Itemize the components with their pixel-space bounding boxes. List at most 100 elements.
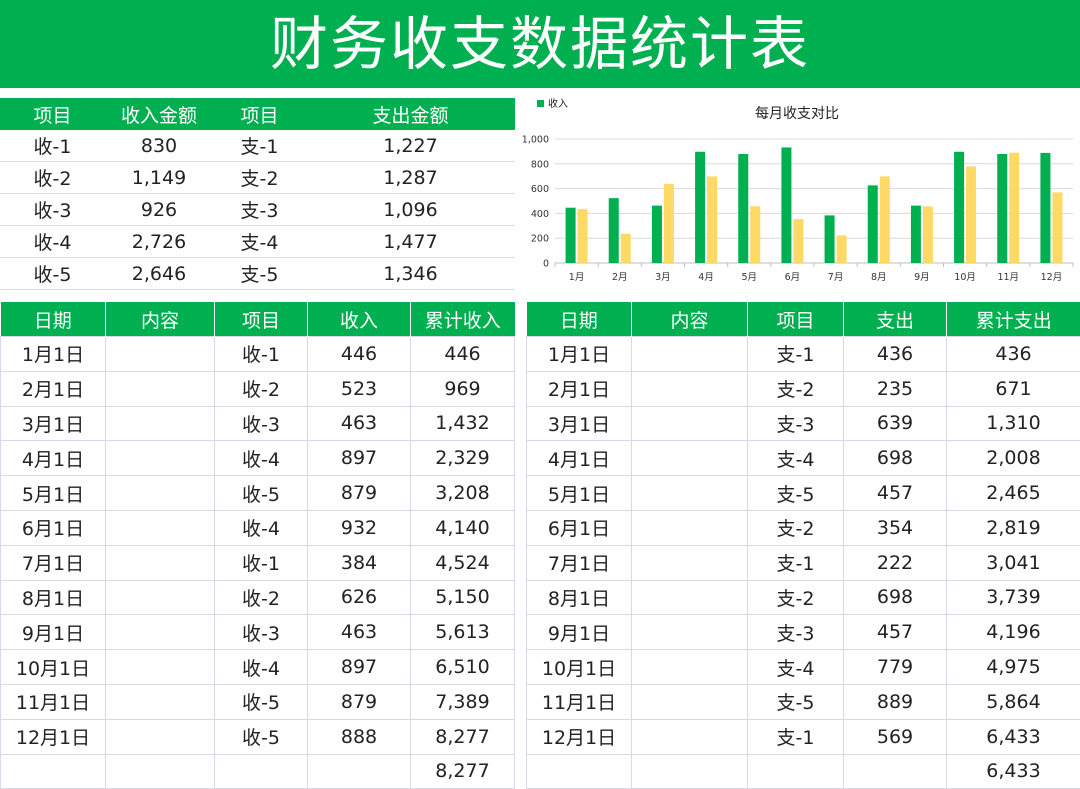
- summary-cell: 收-2: [0, 162, 105, 194]
- expense-cell: 889: [844, 684, 947, 719]
- expense-cell: 457: [844, 615, 947, 650]
- x-tick-label: 4月: [698, 272, 714, 283]
- summary-cell: 926: [105, 194, 213, 226]
- income-cell: 463: [308, 615, 411, 650]
- y-tick-label: 0: [543, 259, 549, 270]
- expense-cell: 12月1日: [527, 719, 632, 754]
- income-cell: [106, 650, 215, 685]
- income-cell: [106, 476, 215, 511]
- expense-cell: 5,864: [947, 684, 1080, 719]
- expense-cell: 1月1日: [527, 337, 632, 372]
- expense-cell: 354: [844, 510, 947, 545]
- expense-cell: 6,433: [947, 754, 1080, 789]
- expense-header-cell: 日期: [527, 302, 632, 337]
- income-cell: 384: [308, 545, 411, 580]
- expense-cell: 779: [844, 650, 947, 685]
- summary-header-cell: 项目: [213, 98, 306, 130]
- expense-header-cell: 累计支出: [947, 302, 1080, 337]
- income-cell: 3月1日: [1, 406, 106, 441]
- income-cell: [106, 684, 215, 719]
- x-tick-label: 10月: [954, 272, 976, 283]
- income-cell: 2,329: [411, 441, 515, 476]
- income-cell: 收-5: [215, 684, 308, 719]
- expense-cell: 支-5: [748, 684, 844, 719]
- expense-cell: [632, 545, 748, 580]
- expense-cell: 457: [844, 476, 947, 511]
- income-bar: [609, 198, 619, 263]
- expense-header-cell: 项目: [748, 302, 844, 337]
- income-cell: 1月1日: [1, 337, 106, 372]
- expense-cell: 436: [844, 337, 947, 372]
- expense-cell: 支-1: [748, 719, 844, 754]
- summary-cell: 1,096: [306, 194, 515, 226]
- summary-cell: 1,227: [306, 130, 515, 162]
- income-bar: [825, 215, 835, 263]
- income-cell: 收-2: [215, 580, 308, 615]
- expense-cell: 2,819: [947, 510, 1080, 545]
- income-bar: [738, 154, 748, 263]
- chart-title: 每月收支对比: [755, 106, 839, 122]
- income-bar: [781, 147, 791, 263]
- x-tick-label: 5月: [741, 272, 757, 283]
- expense-bar: [664, 184, 674, 263]
- expense-cell: 671: [947, 371, 1080, 406]
- income-cell: [106, 545, 215, 580]
- expense-cell: 2月1日: [527, 371, 632, 406]
- summary-cell: 2,726: [105, 226, 213, 258]
- summary-cell: 支-3: [213, 194, 306, 226]
- expense-cell: [632, 337, 748, 372]
- income-cell: 收-1: [215, 337, 308, 372]
- income-cell: 12月1日: [1, 719, 106, 754]
- expense-cell: 4,975: [947, 650, 1080, 685]
- income-cell: 626: [308, 580, 411, 615]
- income-cell: [106, 754, 215, 789]
- income-cell: 9月1日: [1, 615, 106, 650]
- expense-cell: 10月1日: [527, 650, 632, 685]
- expense-cell: [748, 754, 844, 789]
- income-bar: [868, 185, 878, 263]
- income-cell: 4月1日: [1, 441, 106, 476]
- expense-cell: 4月1日: [527, 441, 632, 476]
- expense-cell: [632, 615, 748, 650]
- income-cell: 969: [411, 371, 515, 406]
- x-tick-label: 9月: [914, 272, 930, 283]
- summary-cell: 830: [105, 130, 213, 162]
- y-tick-label: 400: [531, 209, 549, 220]
- income-cell: 收-5: [215, 476, 308, 511]
- income-cell: [106, 580, 215, 615]
- expense-header-cell: 内容: [632, 302, 748, 337]
- expense-bar: [837, 235, 847, 263]
- expense-bar: [923, 206, 933, 263]
- expense-cell: 6月1日: [527, 510, 632, 545]
- x-tick-label: 2月: [612, 272, 628, 283]
- income-cell: 446: [411, 337, 515, 372]
- expense-cell: 6,433: [947, 719, 1080, 754]
- summary-header-cell: 收入金额: [105, 98, 213, 130]
- expense-cell: [632, 371, 748, 406]
- expense-bar: [1052, 192, 1062, 263]
- income-cell: [308, 754, 411, 789]
- summary-cell: 收-5: [0, 258, 105, 290]
- income-cell: 932: [308, 510, 411, 545]
- summary-cell: 收-4: [0, 226, 105, 258]
- income-cell: 收-1: [215, 545, 308, 580]
- income-cell: [106, 719, 215, 754]
- income-cell: 8,277: [411, 719, 515, 754]
- income-bar: [997, 154, 1007, 263]
- expense-cell: [632, 406, 748, 441]
- expense-cell: 支-4: [748, 650, 844, 685]
- expense-cell: 3,739: [947, 580, 1080, 615]
- income-cell: 8,277: [411, 754, 515, 789]
